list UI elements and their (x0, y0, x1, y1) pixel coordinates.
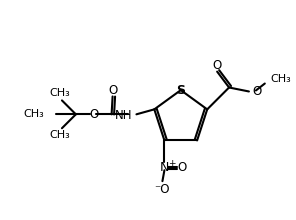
Text: +: + (168, 159, 175, 168)
Text: N: N (160, 161, 169, 174)
Text: O: O (252, 85, 261, 98)
Text: NH: NH (115, 109, 133, 122)
Text: CH₃: CH₃ (50, 88, 70, 99)
Text: O: O (108, 84, 117, 97)
Text: CH₃: CH₃ (271, 73, 292, 84)
Text: O: O (89, 108, 98, 121)
Text: ⁻O: ⁻O (155, 183, 170, 196)
Text: O: O (178, 161, 187, 174)
Text: S: S (176, 84, 185, 97)
Text: O: O (213, 59, 222, 72)
Text: CH₃: CH₃ (23, 109, 44, 119)
Text: CH₃: CH₃ (50, 130, 70, 140)
